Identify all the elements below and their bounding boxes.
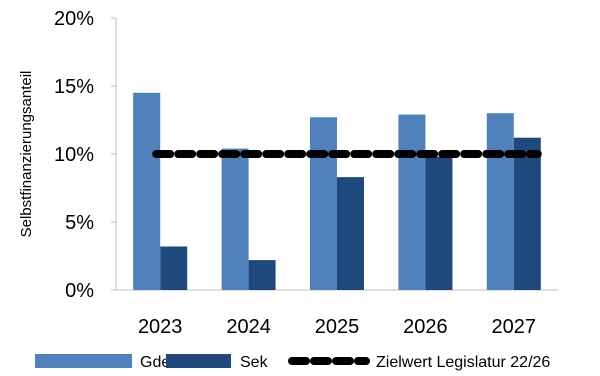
y-tick-label: 15% [54,76,94,98]
y-tick-label: 20% [54,8,94,30]
bar-sek-2023 [160,246,188,290]
bar-gde-2025 [310,117,337,290]
y-tick-label: 5% [65,212,94,234]
bar-gde-2024 [221,148,249,290]
legend: Gde Sek Zielwert Legislatur 22/26 [35,354,550,371]
bar-gde-2026 [398,114,426,290]
legend-swatch-gde [35,354,132,368]
y-tick-label: 10% [54,144,94,166]
bar-sek-2027 [513,137,541,290]
legend-label-gde: Gde [140,354,170,371]
x-tick-label-2023: 2023 [138,316,183,338]
bar-sek-2026 [425,156,453,290]
legend-label-sek: Sek [240,354,269,371]
legend-label-target: Zielwert Legislatur 22/26 [376,354,550,371]
x-tick-label-2024: 2024 [226,316,271,338]
y-axis-title: Selbstfinanzierungsanteil [18,71,35,238]
legend-swatch-sek [166,354,231,368]
y-tick-label: 0% [65,280,94,302]
bar-sek-2025 [337,177,364,290]
bar-sek-2024 [248,260,276,290]
bar-gde-2027 [486,113,514,290]
x-tick-label-2027: 2027 [492,316,537,338]
x-tick-label-2025: 2025 [315,316,360,338]
bar-gde-2023 [133,92,161,290]
x-tick-label-2026: 2026 [403,316,448,338]
